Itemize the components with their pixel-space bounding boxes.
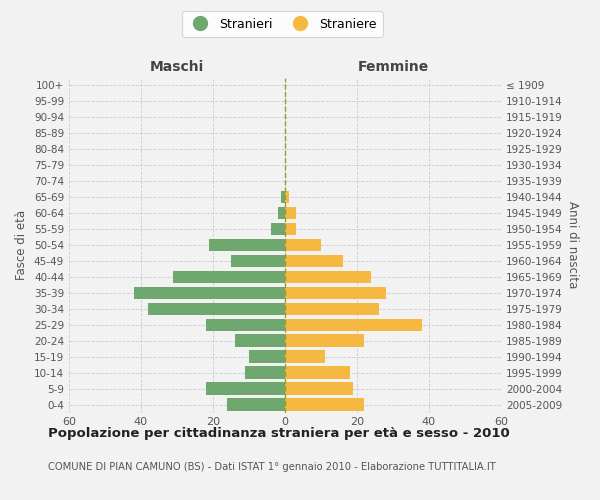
Bar bbox=[235, 334, 285, 347]
Bar bbox=[134, 286, 285, 299]
Bar bbox=[206, 318, 285, 331]
Bar bbox=[245, 366, 285, 379]
Bar bbox=[285, 334, 364, 347]
Bar bbox=[285, 191, 289, 203]
Bar bbox=[285, 270, 371, 283]
Bar bbox=[271, 223, 285, 235]
Bar bbox=[227, 398, 285, 410]
Bar bbox=[206, 382, 285, 395]
Bar bbox=[285, 350, 325, 363]
Bar bbox=[173, 270, 285, 283]
Bar bbox=[285, 318, 422, 331]
Y-axis label: Fasce di età: Fasce di età bbox=[16, 210, 28, 280]
Bar bbox=[285, 239, 321, 251]
Bar bbox=[285, 254, 343, 267]
Text: Maschi: Maschi bbox=[150, 60, 204, 74]
Bar bbox=[285, 286, 386, 299]
Text: COMUNE DI PIAN CAMUNO (BS) - Dati ISTAT 1° gennaio 2010 - Elaborazione TUTTITALI: COMUNE DI PIAN CAMUNO (BS) - Dati ISTAT … bbox=[48, 462, 496, 472]
Bar bbox=[278, 207, 285, 220]
Text: Femmine: Femmine bbox=[358, 60, 428, 74]
Bar bbox=[285, 223, 296, 235]
Legend: Stranieri, Straniere: Stranieri, Straniere bbox=[182, 11, 383, 37]
Bar bbox=[281, 191, 285, 203]
Bar bbox=[231, 254, 285, 267]
Y-axis label: Anni di nascita: Anni di nascita bbox=[566, 202, 579, 288]
Bar bbox=[209, 239, 285, 251]
Bar bbox=[285, 398, 364, 410]
Bar bbox=[285, 207, 296, 220]
Bar bbox=[148, 302, 285, 315]
Bar bbox=[249, 350, 285, 363]
Bar bbox=[285, 366, 350, 379]
Bar bbox=[285, 382, 353, 395]
Text: Popolazione per cittadinanza straniera per età e sesso - 2010: Popolazione per cittadinanza straniera p… bbox=[48, 428, 510, 440]
Bar bbox=[285, 302, 379, 315]
